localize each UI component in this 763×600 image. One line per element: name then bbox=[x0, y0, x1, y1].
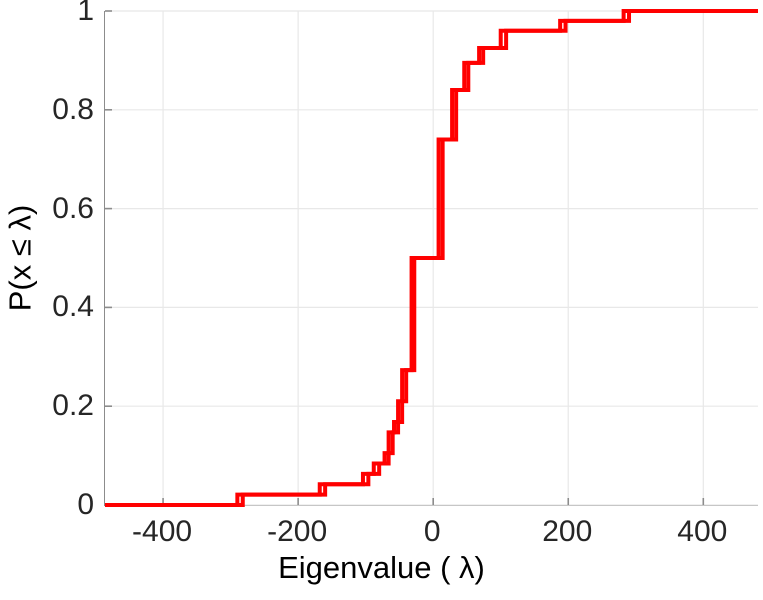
x-tick-label: -400 bbox=[132, 515, 193, 548]
x-tick-label: 400 bbox=[677, 515, 728, 548]
y-tick-label: 0.4 bbox=[52, 290, 94, 324]
y-axis-title: P(x ≤ λ) bbox=[2, 204, 38, 312]
y-tick-label: 0.2 bbox=[52, 389, 94, 423]
x-tick-label: 200 bbox=[542, 515, 593, 548]
plot-area bbox=[104, 9, 758, 507]
y-tick-label: 0 bbox=[77, 488, 94, 521]
x-tick-label: -200 bbox=[267, 515, 328, 548]
y-tick-label: 0.6 bbox=[52, 191, 94, 225]
y-axis-title-container: P(x ≤ λ) bbox=[0, 0, 40, 600]
x-tick-label: 0 bbox=[423, 515, 441, 548]
y-tick-label: 1 bbox=[77, 0, 94, 27]
x-axis-title: Eigenvalue ( λ) bbox=[278, 550, 485, 585]
cdf-curves bbox=[105, 9, 758, 507]
y-tick-label: 0.8 bbox=[52, 92, 94, 126]
cdf-step-line-2 bbox=[105, 9, 758, 507]
